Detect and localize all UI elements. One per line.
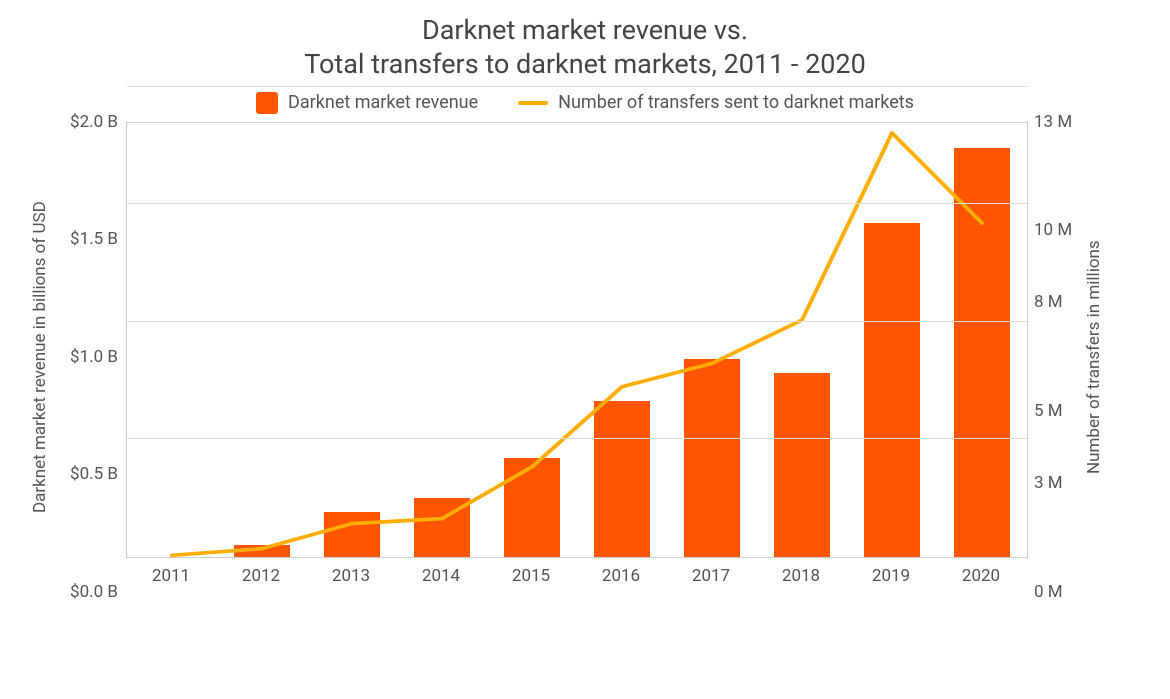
x-axis-labels: 2011 2012 2013 2014 2015 2016 2017 2018 2019 2020 (126, 558, 1026, 592)
x-axis-label: 2018 (782, 566, 820, 586)
gridline (127, 438, 1027, 439)
x-axis-label: 2015 (512, 566, 550, 586)
x-axis-label: 2013 (332, 566, 370, 586)
gridline (127, 321, 1027, 322)
y-right-tick: 0 M (1034, 582, 1063, 602)
y-right-tick: 5 M (1034, 401, 1063, 421)
y-axis-right-title: Number of transfers in millions (1084, 122, 1104, 592)
chart-area: Darknet market revenue in billions of US… (30, 122, 1140, 592)
transfers-line (172, 133, 982, 555)
y-axis-left-title: Darknet market revenue in billions of US… (30, 122, 50, 592)
x-axis-label: 2014 (422, 566, 460, 586)
title-line-1: Darknet market revenue vs. (422, 14, 748, 46)
y-right-tick: 8 M (1034, 292, 1063, 312)
y-right-tick: 13 M (1034, 112, 1072, 132)
gridline (127, 203, 1027, 204)
y-left-tick: $1.0 B (70, 347, 118, 367)
x-axis-label: 2020 (962, 566, 1000, 586)
legend-label-transfers: Number of transfers sent to darknet mark… (558, 92, 914, 113)
gridline (127, 86, 1027, 87)
title-line-2: Total transfers to darknet markets, 2011… (304, 48, 866, 80)
y-right-tick: 10 M (1034, 220, 1072, 240)
y-left-tick: $1.5 B (70, 229, 118, 249)
chart-container: Darknet market revenue vs. Total transfe… (0, 0, 1170, 699)
y-right-tick: 3 M (1034, 473, 1063, 493)
x-axis-label: 2011 (152, 566, 190, 586)
y-axis-right-ticks: 0 M3 M5 M8 M10 M13 M (1026, 122, 1078, 592)
y-left-tick: $2.0 B (70, 112, 118, 132)
chart-title: Darknet market revenue vs. Total transfe… (30, 14, 1140, 82)
legend-swatch-bar (256, 92, 278, 114)
legend-swatch-line (518, 101, 548, 105)
y-left-tick: $0.0 B (70, 582, 118, 602)
x-axis-label: 2019 (872, 566, 910, 586)
legend: Darknet market revenue Number of transfe… (30, 92, 1140, 114)
legend-item-revenue: Darknet market revenue (256, 92, 478, 114)
y-left-tick: $0.5 B (70, 464, 118, 484)
x-axis-label: 2012 (242, 566, 280, 586)
legend-item-transfers: Number of transfers sent to darknet mark… (518, 92, 914, 114)
x-axis-label: 2017 (692, 566, 730, 586)
x-axis-label: 2016 (602, 566, 640, 586)
line-layer (127, 123, 1027, 557)
y-axis-left-ticks: $0.0 B$0.5 B$1.0 B$1.5 B$2.0 B (56, 122, 126, 592)
plot-area (126, 122, 1028, 558)
legend-label-revenue: Darknet market revenue (288, 92, 478, 113)
